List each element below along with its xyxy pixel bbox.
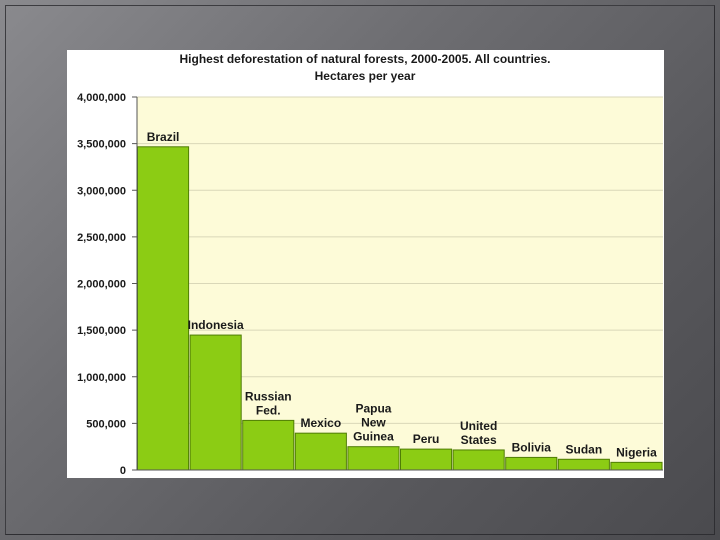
bar-label: Brazil [147, 130, 180, 144]
bar [347, 446, 400, 471]
bar-label: New [361, 416, 386, 430]
bar [452, 449, 505, 471]
y-tick-label: 4,000,000 [77, 92, 126, 104]
y-tick-label: 3,500,000 [77, 139, 126, 151]
bar [610, 461, 663, 471]
bar [557, 458, 610, 471]
bar-label: United [460, 419, 497, 433]
bar-label: Papua [355, 402, 391, 416]
bars [137, 146, 663, 471]
bar [400, 448, 453, 471]
bar-label: Russian [245, 389, 292, 403]
y-axis-ticks: 0 500,000 1,000,000 1,500,000 2,000,000 2,500… [77, 92, 137, 477]
bar [189, 334, 242, 471]
bar [294, 432, 347, 471]
y-tick-label: 1,500,000 [77, 325, 126, 337]
bar-label: Indonesia [188, 318, 244, 332]
bar-label: States [461, 433, 497, 447]
chart-title: Highest deforestation of natural forests… [180, 52, 551, 66]
chart-panel: Highest deforestation of natural forests… [67, 50, 664, 478]
bar [242, 419, 295, 471]
y-tick-label: 2,000,000 [77, 279, 126, 291]
bar-label: Fed. [256, 403, 281, 417]
bar-label: Mexico [301, 416, 342, 430]
y-tick-label: 1,000,000 [77, 372, 126, 384]
y-tick-label: 500,000 [86, 418, 126, 430]
y-tick-label: 0 [120, 465, 126, 477]
slide-border [5, 5, 715, 535]
bar-label: Sudan [566, 442, 603, 456]
bar-label: Peru [413, 432, 440, 446]
bar-label: Bolivia [512, 440, 552, 454]
bar [137, 146, 190, 471]
y-tick-label: 2,500,000 [77, 232, 126, 244]
chart-subtitle: Hectares per year [315, 69, 416, 83]
bar [505, 456, 558, 471]
bar-label: Guinea [353, 430, 394, 444]
bar-label: Nigeria [616, 445, 657, 459]
deforestation-bar-chart: Highest deforestation of natural forests… [77, 52, 663, 477]
y-tick-label: 3,000,000 [77, 185, 126, 197]
